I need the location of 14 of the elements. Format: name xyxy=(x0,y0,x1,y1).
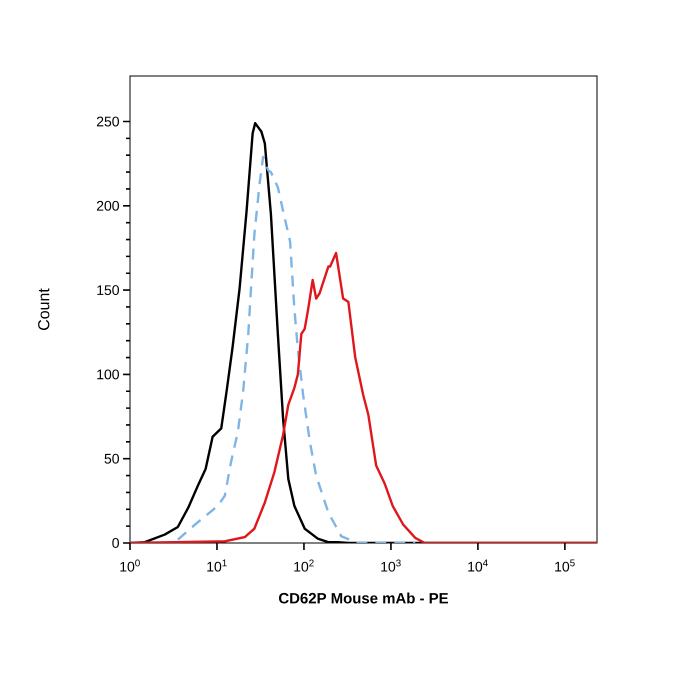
x-tick-label: 10$^{3}$ xyxy=(381,560,401,572)
x-tick-label: 10$^{1}$ xyxy=(207,560,227,572)
y-tick-label: 200 xyxy=(96,200,119,211)
x-tick-label: 10$^{2}$ xyxy=(294,560,314,572)
y-axis-title: Count xyxy=(38,288,50,330)
y-tick-label: 50 xyxy=(104,454,119,464)
y-tick-label: 100 xyxy=(97,369,119,380)
y-tick-label: 150 xyxy=(97,285,119,296)
x-tick-label: 10$^{5}$ xyxy=(555,560,575,572)
x-tick-label: 10$^{0}$ xyxy=(120,560,140,572)
y-tick-label: 0 xyxy=(112,538,119,548)
x-tick-label: 10$^{4}$ xyxy=(468,560,488,572)
y-tick-label: 250 xyxy=(96,116,119,126)
x-axis-title: CD62P Mouse mAb - PE xyxy=(278,592,448,604)
